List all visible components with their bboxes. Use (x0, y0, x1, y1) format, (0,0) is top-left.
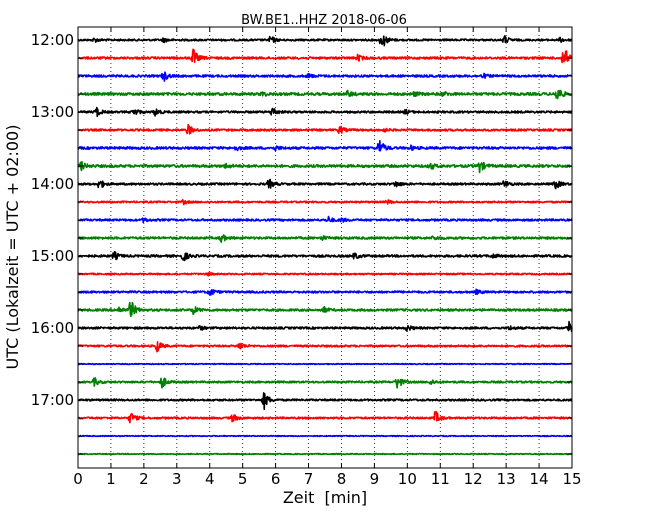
y-tick-label-2: 14:00 (31, 175, 74, 193)
x-tick-label-13: 13 (497, 470, 516, 488)
trace-1645 (77, 377, 573, 389)
y-tick-label-5: 17:00 (31, 391, 74, 409)
x-tick-label-14: 14 (530, 470, 549, 488)
plot-frame (77, 26, 573, 469)
trace-1300 (77, 106, 573, 118)
trace-group (77, 34, 573, 456)
x-tick-label-15: 15 (562, 470, 581, 488)
x-tick-label-8: 8 (337, 470, 347, 488)
trace-1500 (77, 251, 573, 262)
y-axis-label: UTC (Lokalzeit = UTC + 02:00) (3, 125, 22, 370)
y-tick-label-0: 12:00 (31, 31, 74, 49)
trace-1245 (77, 89, 573, 100)
trace-1200 (77, 34, 573, 47)
trace-1630 (77, 362, 573, 366)
y-tick-label-4: 16:00 (31, 319, 74, 337)
grid-lines (110, 27, 540, 468)
x-axis-label: Zeit [min] (283, 488, 367, 507)
x-tick-label-0: 0 (73, 470, 83, 488)
x-axis-ticks: 0 1 2 3 4 5 6 7 8 9 10 11 12 13 14 15 (73, 27, 582, 488)
y-tick-label-1: 13:00 (31, 103, 74, 121)
y-axis-ticks: 12:00 13:00 14:00 15:00 16:00 17:00 (31, 31, 572, 455)
chart-title: BW.BE1..HHZ 2018-06-06 (241, 13, 407, 28)
x-tick-label-7: 7 (304, 470, 314, 488)
trace-1315 (77, 123, 573, 135)
trace-1615 (77, 341, 573, 353)
x-tick-label-10: 10 (398, 470, 417, 488)
trace-1545 (77, 301, 573, 318)
trace-1700 (77, 392, 573, 411)
x-tick-label-6: 6 (271, 470, 281, 488)
trace-1345 (77, 160, 573, 174)
trace-1330 (77, 139, 573, 152)
trace-1400 (77, 178, 573, 190)
y-tick-label-3: 15:00 (31, 247, 74, 265)
x-tick-label-4: 4 (205, 470, 215, 488)
x-tick-label-5: 5 (238, 470, 248, 488)
trace-1415 (77, 199, 573, 206)
trace-1215 (77, 48, 573, 64)
x-tick-label-2: 2 (139, 470, 149, 488)
trace-1230 (77, 71, 573, 82)
trace-1730 (77, 434, 573, 438)
trace-1600 (77, 320, 573, 333)
x-tick-label-1: 1 (106, 470, 116, 488)
x-tick-label-9: 9 (370, 470, 380, 488)
x-tick-label-11: 11 (431, 470, 450, 488)
trace-1515 (77, 271, 573, 277)
x-tick-label-12: 12 (464, 470, 483, 488)
trace-1445 (77, 234, 573, 243)
trace-1530 (77, 288, 573, 296)
trace-1745 (77, 452, 573, 456)
x-tick-label-3: 3 (172, 470, 182, 488)
trace-1715 (77, 410, 573, 424)
trace-1430 (77, 215, 573, 224)
